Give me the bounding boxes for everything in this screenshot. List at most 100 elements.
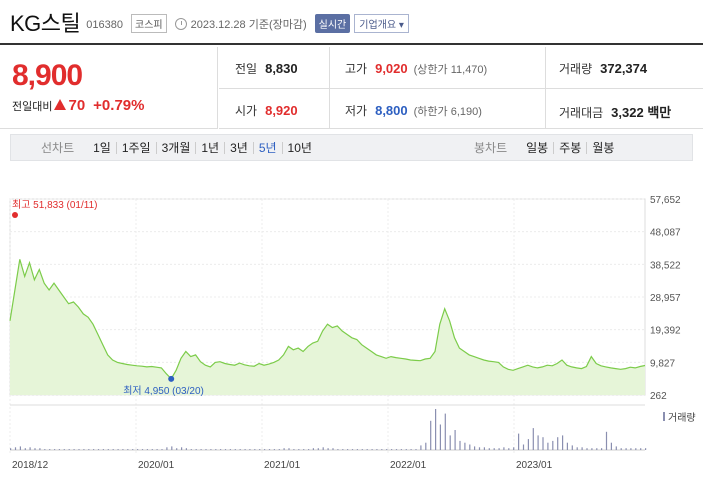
volume-bar xyxy=(547,442,549,450)
volume-bar xyxy=(610,442,612,450)
volume-bar xyxy=(190,449,192,450)
y-tick-label: 28,957 xyxy=(650,293,681,304)
volume-bar xyxy=(49,449,51,450)
volume-bar xyxy=(571,445,573,450)
max-annotation: 최고 51,833 (01/11) xyxy=(12,199,98,211)
volume-bar xyxy=(381,449,383,450)
volume-bar xyxy=(449,435,451,450)
period-3m[interactable]: 3개월 xyxy=(155,141,196,154)
volume-bar xyxy=(518,433,520,450)
realtime-button[interactable]: 실시간 xyxy=(314,14,351,33)
volume-bar xyxy=(303,449,305,450)
period-1d[interactable]: 1일 xyxy=(93,140,111,155)
volume-bar xyxy=(400,449,402,450)
volume-bar xyxy=(347,449,349,450)
volume-bar xyxy=(591,448,593,450)
volume-bar xyxy=(351,449,354,450)
volume-bar xyxy=(68,449,70,450)
x-tick-label: 2020/01 xyxy=(138,460,175,471)
volume-bar xyxy=(283,448,285,450)
stock-name: KG스틸 xyxy=(10,10,81,36)
y-tick-label: 48,087 xyxy=(650,228,681,239)
volume-bar xyxy=(141,449,144,450)
volume-bar xyxy=(425,442,427,450)
company-info-dropdown[interactable]: 기업개요 ▾ xyxy=(354,14,409,33)
volume-bar xyxy=(488,448,490,450)
volume-bar xyxy=(73,449,75,450)
volume-bar xyxy=(176,448,178,450)
volume-bar xyxy=(366,449,368,450)
volume-bar xyxy=(293,449,295,450)
volume-bar xyxy=(34,448,36,450)
volume-bar xyxy=(273,449,275,450)
volume-bar xyxy=(562,435,564,450)
volume-bar xyxy=(483,447,485,450)
volume-bar xyxy=(474,446,476,450)
y-tick-label: 262 xyxy=(650,391,667,402)
x-tick-label: 2021/01 xyxy=(264,460,301,471)
x-tick-label: 2023/01 xyxy=(516,460,553,471)
volume-bar xyxy=(88,449,90,450)
candle-daily[interactable]: 일봉 xyxy=(526,140,549,155)
current-price: 8,900 xyxy=(12,59,83,92)
volume-bar xyxy=(498,448,500,450)
volume-bar xyxy=(527,439,529,450)
stock-code: 016380 xyxy=(86,18,123,31)
volume-bar xyxy=(19,446,21,450)
volume-bar xyxy=(337,449,339,450)
volume-bar xyxy=(542,437,544,450)
volume-bar xyxy=(210,449,212,450)
volume-bar xyxy=(171,446,173,450)
candle-monthly[interactable]: 월봉 xyxy=(586,141,619,154)
volume-bar xyxy=(503,447,505,450)
price-chart[interactable]: 57,652 48,087 38,522 28,957 19,392 9,827 262 20… xyxy=(0,165,703,478)
change-label: 전일대비 xyxy=(12,101,53,113)
volume-bar xyxy=(508,448,510,450)
volume-bar xyxy=(185,448,187,450)
price-chart-svg: 57,652 48,087 38,522 28,957 19,392 9,827 262 20… xyxy=(9,195,696,471)
volume-bar xyxy=(93,449,95,450)
volume-bar xyxy=(264,449,266,450)
volume-bar xyxy=(298,449,300,450)
volume-bar xyxy=(464,442,466,450)
volume-bar xyxy=(317,448,319,450)
volume-bar xyxy=(376,449,378,450)
period-10y[interactable]: 10년 xyxy=(281,141,317,154)
volume-bar xyxy=(395,449,398,450)
volume-bar xyxy=(234,449,236,450)
chart-period-bar: 선차트 1일 1주일 3개월 1년 3년 5년 10년 봉차트 일봉 주봉 월봉 xyxy=(10,134,693,161)
period-1y[interactable]: 1년 xyxy=(195,141,224,154)
volume-bar xyxy=(278,449,280,450)
volume-bar xyxy=(493,448,495,450)
volume-bar xyxy=(405,449,407,450)
volume-bar xyxy=(576,447,578,450)
volume-bar xyxy=(151,449,153,450)
volume-bar xyxy=(181,447,183,450)
volume-bar xyxy=(356,449,358,450)
volume-bar xyxy=(112,449,114,450)
candle-weekly[interactable]: 주봉 xyxy=(553,141,586,154)
market-badge: 코스피 xyxy=(131,14,167,33)
candle-chart-label: 봉차트 xyxy=(474,141,508,155)
min-annotation: 최저 4,950 (03/20) xyxy=(123,385,204,397)
period-1w[interactable]: 1주일 xyxy=(115,141,156,154)
period-3y[interactable]: 3년 xyxy=(224,141,253,154)
price-change-percent: +0.79% xyxy=(93,97,145,114)
volume-bar xyxy=(268,449,271,450)
volume-bar xyxy=(146,449,148,450)
volume-bar xyxy=(215,449,217,450)
volume-bar xyxy=(454,430,456,450)
volume-bar xyxy=(469,444,471,450)
volume-bar xyxy=(620,448,622,450)
price-change: 70 xyxy=(68,97,86,114)
volume-bar xyxy=(605,431,608,450)
volume-bar xyxy=(39,448,41,450)
up-arrow-icon xyxy=(54,99,67,110)
period-5y[interactable]: 5년 xyxy=(252,141,282,154)
volume-bar xyxy=(259,449,261,450)
volume-bar xyxy=(44,449,46,450)
volume-bar xyxy=(24,448,26,450)
volume-bar xyxy=(430,420,432,450)
volume-bar xyxy=(54,449,56,450)
volume-bar xyxy=(83,449,85,450)
